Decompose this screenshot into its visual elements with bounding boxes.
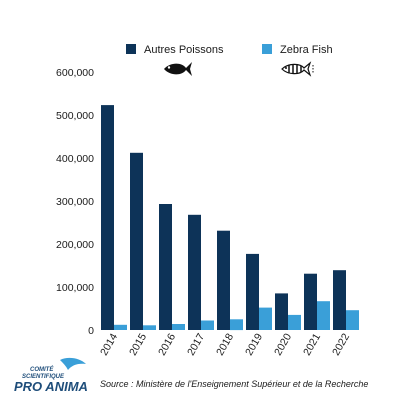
legend-label-0: Autres Poissons [144,44,224,56]
bar-autres-poissons-2018 [217,230,230,330]
y-tick-label: 600,000 [56,67,94,79]
fish-silhouette-icon [164,62,192,76]
x-axis: 2014 2015 2016 2017 2018 2019 2020 2021 2022 [98,331,352,357]
x-tick-label: 2020 [272,331,294,357]
y-tick-label: 300,000 [56,196,94,208]
bar-autres-poissons-2020 [275,293,288,330]
x-tick-label: 2015 [127,331,149,357]
y-tick-label: 400,000 [56,153,94,165]
y-tick-label: 100,000 [56,282,94,294]
x-tick-label: 2018 [214,331,236,357]
bar-autres-poissons-2015 [130,152,143,330]
legend-icons [164,61,314,77]
bar-zebra-fish-2016 [172,324,185,330]
legend-swatch-1 [262,44,272,54]
bar-autres-poissons-2019 [246,253,259,330]
bar-zebra-fish-2020 [288,314,301,330]
bar-autres-poissons-2014 [101,105,114,330]
y-axis: 0 100,000 200,000 300,000 400,000 500,000 600,… [56,67,94,337]
bar-zebra-fish-2021 [317,301,330,330]
x-tick-label: 2017 [185,331,207,357]
bar-autres-poissons-2021 [304,273,317,330]
bar-zebra-fish-2022 [346,310,359,330]
x-tick-label: 2014 [98,331,120,357]
y-tick-label: 500,000 [56,110,94,122]
bar-autres-poissons-2017 [188,214,201,330]
x-tick-label: 2022 [330,331,352,357]
y-tick-label: 0 [88,325,94,337]
logo-line1: COMITÉ [30,365,54,373]
bar-zebra-fish-2015 [143,325,156,330]
logo-line2: SCIENTIFIQUE [22,374,65,380]
bar-zebra-fish-2019 [259,307,272,330]
logo-line3: PRO ANIMA [14,379,88,394]
legend-swatch-0 [126,44,136,54]
bar-zebra-fish-2014 [114,324,127,330]
legend-label-1: Zebra Fish [280,44,333,56]
bars [101,105,359,331]
x-tick-label: 2019 [243,331,265,357]
source-note: Source : Ministère de l'Enseignement Sup… [100,379,368,389]
bar-autres-poissons-2022 [333,270,346,330]
x-tick-label: 2016 [156,331,178,357]
x-tick-label: 2021 [301,331,323,357]
bar-zebra-fish-2018 [230,319,243,331]
legend: Autres Poissons Zebra Fish [126,44,333,56]
pro-anima-logo: COMITÉ SCIENTIFIQUE PRO ANIMA [14,357,88,394]
bar-zebra-fish-2017 [201,320,214,330]
bird-icon [60,357,86,370]
y-tick-label: 200,000 [56,239,94,251]
zebra-fish-icon [281,61,314,77]
bar-autres-poissons-2016 [159,204,172,330]
